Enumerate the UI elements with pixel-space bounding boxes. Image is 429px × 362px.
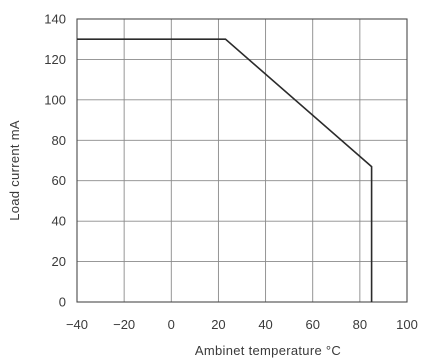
y-axis-tick-labels: 0 20 40 60 80 100 120 140 — [44, 12, 66, 310]
x-tick-label: 0 — [168, 317, 175, 332]
y-tick-label: 120 — [44, 52, 66, 67]
y-tick-label: 100 — [44, 92, 66, 107]
x-tick-label: 60 — [305, 317, 319, 332]
x-tick-label: 40 — [258, 317, 272, 332]
y-tick-label: 0 — [59, 295, 66, 310]
x-tick-label: −40 — [66, 317, 88, 332]
x-tick-label: 20 — [211, 317, 225, 332]
y-tick-label: 80 — [52, 133, 66, 148]
y-tick-label: 140 — [44, 12, 66, 27]
x-tick-label: 100 — [396, 317, 418, 332]
y-axis-label: Load current mA — [7, 120, 22, 221]
x-tick-label: 80 — [353, 317, 367, 332]
x-axis-tick-labels: −40 −20 0 20 40 60 80 100 — [66, 317, 418, 332]
x-axis-label: Ambinet temperature °C — [195, 343, 341, 358]
grid — [76, 18, 408, 303]
plot-area-frame — [76, 18, 408, 303]
x-tick-label: −20 — [113, 317, 135, 332]
y-tick-label: 20 — [52, 254, 66, 269]
y-tick-label: 40 — [52, 214, 66, 229]
series-line-load-current — [77, 38, 373, 302]
y-tick-label: 60 — [52, 173, 66, 188]
series-layer — [77, 38, 373, 302]
